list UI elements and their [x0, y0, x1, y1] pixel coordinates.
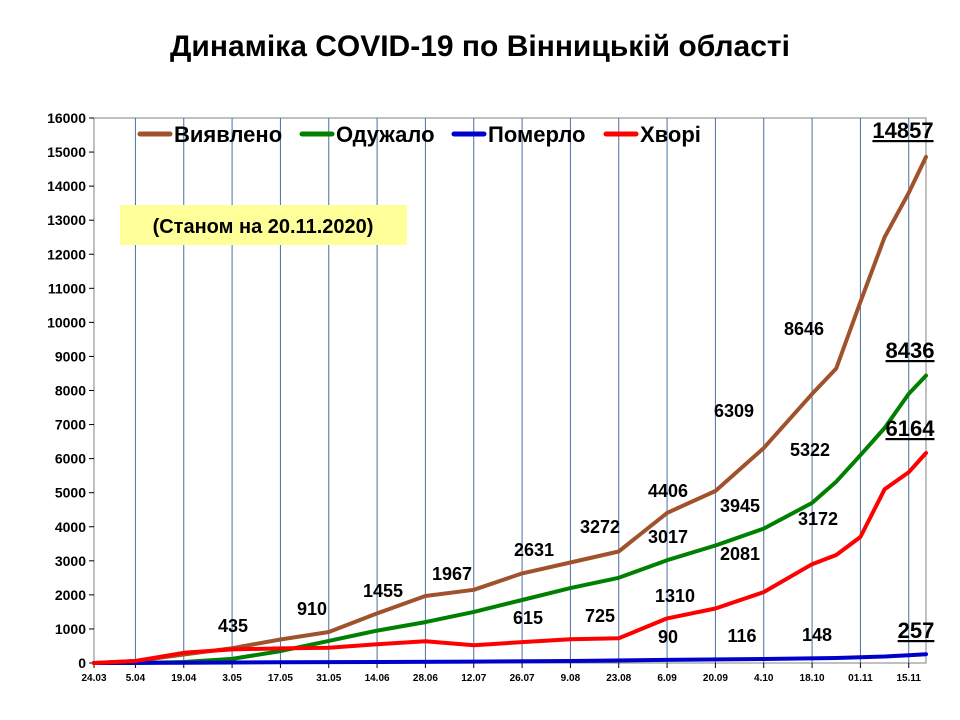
active-data-label: 3172 [798, 509, 838, 529]
detected-data-label: 1967 [432, 564, 472, 584]
y-tick-label: 10000 [47, 314, 86, 330]
recovered-data-label: 3945 [720, 496, 760, 516]
active-series-line [92, 451, 928, 665]
legend-label: Померло [488, 122, 586, 147]
deaths-data-label: 148 [802, 625, 832, 645]
detected-data-label: 6309 [714, 401, 754, 421]
chart-title: Динаміка COVID-19 по Вінницькій області [170, 30, 790, 63]
legend-label: Одужало [336, 122, 435, 147]
x-tick-label: 23.08 [606, 673, 631, 684]
recovered-data-label: 5322 [790, 440, 830, 460]
active-data-label: 2081 [720, 544, 760, 564]
y-tick-label: 13000 [47, 212, 86, 228]
y-tick-label: 11000 [48, 280, 86, 296]
y-tick-label: 8000 [55, 383, 86, 399]
y-tick-label: 16000 [47, 110, 86, 126]
deaths-series-line [92, 652, 928, 665]
active-data-label: 1310 [655, 586, 695, 606]
x-tick-label: 17.05 [268, 673, 293, 684]
detected-data-label: 4406 [648, 481, 688, 501]
y-tick-label: 0 [78, 655, 86, 671]
x-tick-label: 6.09 [657, 673, 677, 684]
deaths-data-label: 90 [658, 627, 678, 647]
x-tick-label: 5.04 [126, 673, 146, 684]
detected-data-label: 1455 [363, 581, 403, 601]
x-tick-label: 28.06 [413, 673, 438, 684]
x-tick-label: 19.04 [171, 673, 196, 684]
y-tick-label: 5000 [55, 485, 86, 501]
y-tick-label: 15000 [47, 144, 86, 160]
x-tick-label: 31.05 [316, 673, 341, 684]
x-tick-label: 24.03 [81, 673, 106, 684]
x-tick-label: 3.05 [222, 673, 242, 684]
x-tick-label: 12.07 [461, 673, 486, 684]
detected-data-label: 435 [218, 616, 248, 636]
x-tick-label: 01.11 [848, 673, 873, 684]
deaths-data-label: 116 [727, 626, 756, 646]
y-tick-label: 12000 [47, 246, 86, 262]
x-tick-label: 15.11 [896, 673, 921, 684]
recovered-data-label: 8436 [886, 338, 935, 363]
detected-data-label: 8646 [784, 319, 824, 339]
detected-data-label: 910 [297, 599, 327, 619]
y-tick-label: 4000 [55, 519, 86, 535]
recovered-series-line [92, 373, 928, 665]
legend-label: Хворі [640, 122, 701, 147]
x-tick-label: 9.08 [561, 673, 581, 684]
detected-data-label: 2631 [514, 540, 554, 560]
date-note-text: (Станом на 20.11.2020) [153, 216, 374, 238]
active-data-label: 6164 [886, 416, 936, 441]
y-tick-label: 2000 [55, 587, 86, 603]
legend-label: Виявлено [174, 122, 282, 147]
detected-series-line [92, 154, 928, 665]
date-note-box [120, 205, 407, 245]
plot-frame [93, 117, 927, 664]
deaths-data-label: 257 [898, 618, 935, 643]
detected-data-label: 14857 [872, 118, 933, 143]
active-data-label: 615 [513, 608, 543, 628]
x-tick-label: 4.10 [754, 673, 774, 684]
y-tick-label: 9000 [55, 348, 86, 364]
recovered-data-label: 3017 [648, 527, 688, 547]
y-tick-label: 14000 [47, 178, 86, 194]
x-tick-label: 20.09 [703, 673, 728, 684]
y-tick-label: 1000 [55, 621, 86, 637]
x-tick-label: 14.06 [365, 673, 390, 684]
x-tick-label: 18.10 [800, 673, 825, 684]
x-tick-label: 26.07 [510, 673, 535, 684]
y-tick-label: 3000 [55, 553, 86, 569]
detected-data-label: 3272 [580, 517, 620, 537]
active-data-label: 725 [585, 606, 615, 626]
y-tick-label: 7000 [55, 417, 86, 433]
y-tick-label: 6000 [55, 451, 86, 467]
